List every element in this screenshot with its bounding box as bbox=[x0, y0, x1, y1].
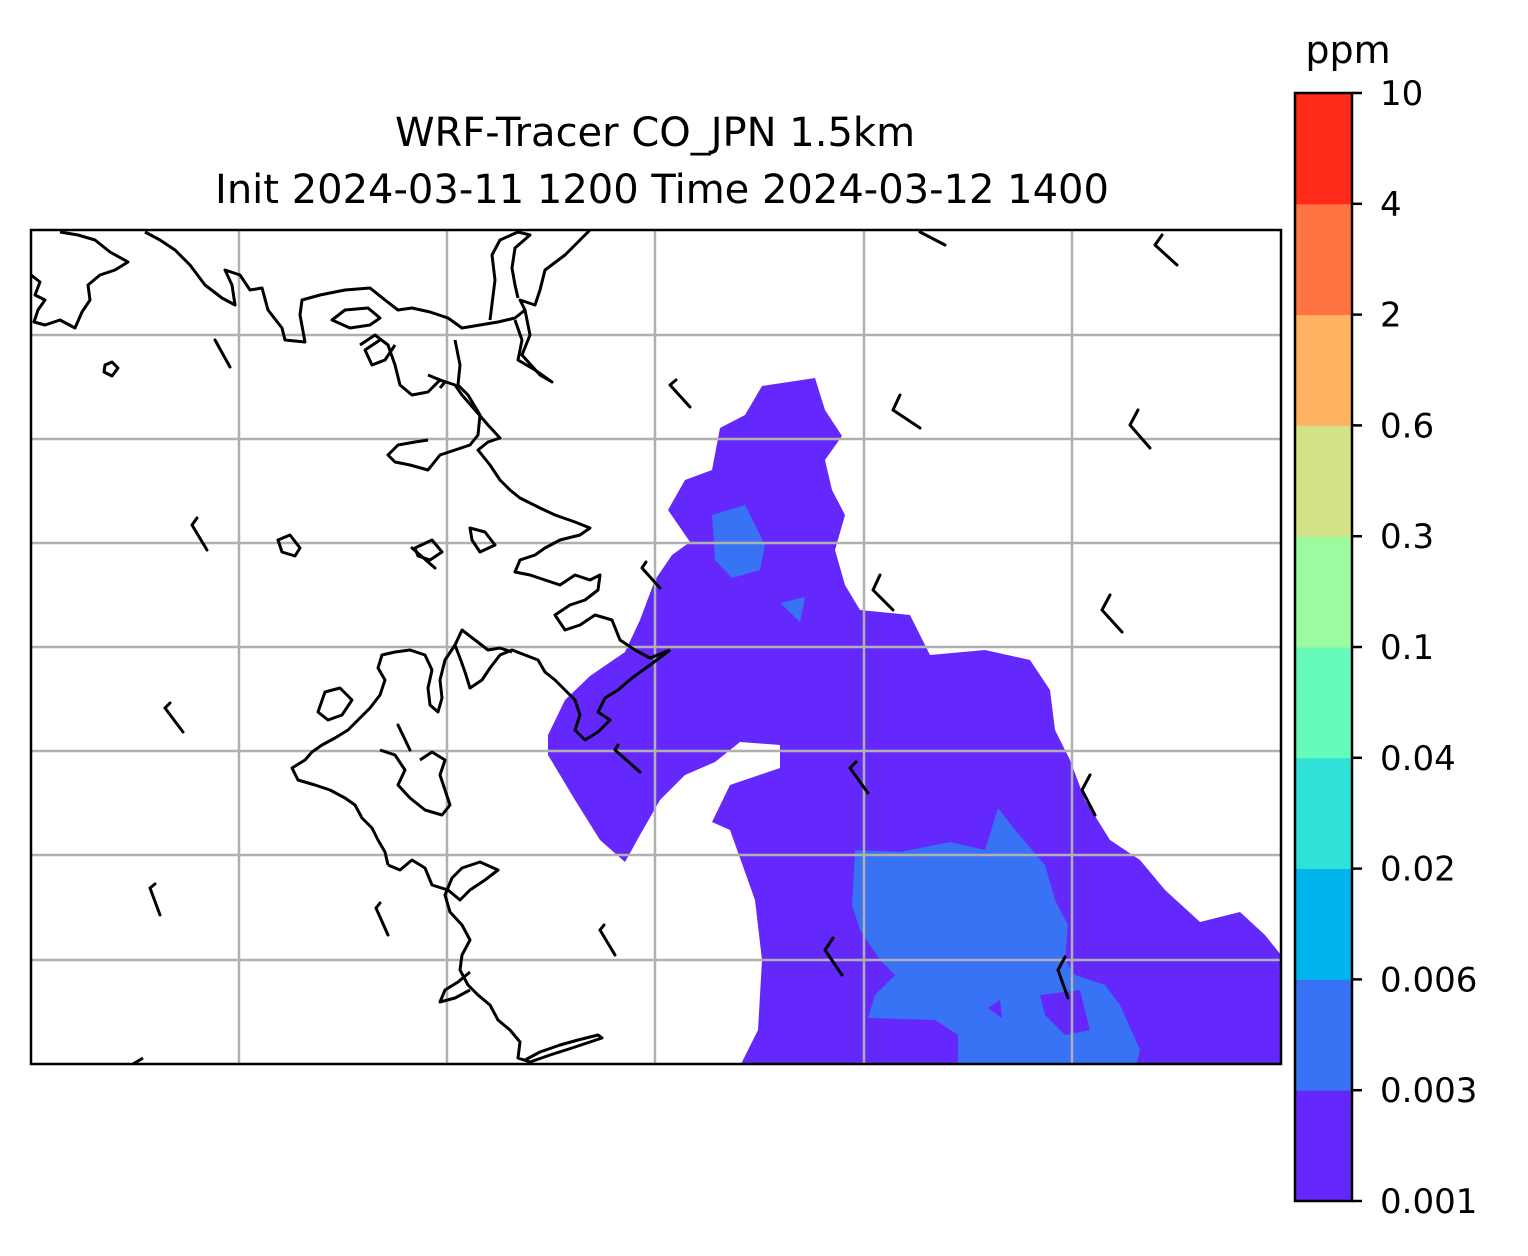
coastlines bbox=[31, 230, 671, 1064]
wind-barb bbox=[823, 936, 844, 977]
concentration-fill-mid-small bbox=[780, 597, 805, 622]
concentration-hole bbox=[1040, 990, 1090, 1035]
coastline-west-coast bbox=[379, 748, 452, 817]
wind-barb bbox=[1128, 408, 1152, 450]
colorbar-tick-label: 0.04 bbox=[1380, 739, 1456, 779]
coastline-inner bbox=[386, 339, 482, 472]
wind-barb bbox=[668, 378, 692, 409]
coastline-south-peninsula bbox=[387, 858, 604, 1064]
coastline-island-2 bbox=[330, 306, 382, 330]
coastline-north-2 bbox=[144, 230, 592, 344]
concentration-hole-small bbox=[988, 1000, 1002, 1018]
coastline-bay-2 bbox=[427, 373, 447, 389]
wind-barb bbox=[598, 923, 617, 957]
colorbar-ticks: 0.001 0.003 0.006 0.02 0.04 0.1 0.3 0.6 2 4 10 bbox=[1352, 74, 1477, 1222]
colorbar-tick-label: 0.006 bbox=[1380, 960, 1477, 1000]
map-area bbox=[29, 228, 1283, 1066]
colorbar-band bbox=[1295, 203, 1352, 316]
coastline-river bbox=[513, 309, 554, 384]
gridlines bbox=[31, 230, 1281, 1064]
coastline-north bbox=[31, 230, 130, 330]
title-line-1: WRF-Tracer CO_JPN 1.5km bbox=[395, 110, 915, 156]
colorbar-band bbox=[1295, 1090, 1352, 1202]
coastline-mid bbox=[453, 628, 671, 742]
wind-barb bbox=[848, 760, 870, 795]
colorbar-tick-label: 0.02 bbox=[1380, 850, 1456, 890]
coastline-islet-1 bbox=[102, 360, 120, 378]
colorbar: ppm 0.001 0.003 0.006 0.02 0.04 0.1 0.3 0.6 2 4 10 bbox=[1293, 28, 1477, 1222]
wind-barb bbox=[410, 546, 437, 570]
concentration-fill-mid-north bbox=[712, 505, 765, 578]
colorbar-tick-label: 0.6 bbox=[1380, 406, 1434, 446]
colorbar-band bbox=[1295, 536, 1352, 648]
coastline-islet-4 bbox=[468, 526, 497, 554]
wind-barb bbox=[918, 230, 947, 247]
wind-barb bbox=[871, 573, 895, 612]
colorbar-tick-label: 10 bbox=[1380, 74, 1423, 114]
coastline-islet-2 bbox=[276, 533, 302, 558]
wind-barb bbox=[1153, 233, 1179, 267]
wind-barbs bbox=[148, 230, 1179, 1000]
coastline-island-1 bbox=[488, 230, 532, 321]
colorbar-band bbox=[1295, 647, 1352, 759]
colorbar-tick-label: 0.3 bbox=[1380, 517, 1434, 557]
wind-barb bbox=[374, 901, 390, 937]
wind-barb bbox=[148, 882, 162, 917]
wind-barb bbox=[1100, 593, 1124, 634]
wind-barb bbox=[613, 743, 642, 774]
colorbar-tick-label: 0.003 bbox=[1380, 1071, 1477, 1111]
coastline-west-island bbox=[316, 686, 354, 722]
colorbar-tick-label: 4 bbox=[1380, 185, 1402, 225]
colorbar-band bbox=[1295, 93, 1352, 205]
colorbar-band bbox=[1295, 757, 1352, 870]
wind-barb bbox=[891, 393, 922, 430]
wind-barb bbox=[190, 516, 209, 552]
colorbar-band bbox=[1295, 314, 1352, 426]
coastline-south-bay bbox=[438, 970, 471, 1004]
title-line-2: Init 2024-03-11 1200 Time 2024-03-12 140… bbox=[215, 167, 1109, 213]
map-frame bbox=[29, 228, 1283, 1066]
colorbar-bands bbox=[1295, 93, 1352, 1202]
colorbar-tick-label: 0.1 bbox=[1380, 628, 1434, 668]
wind-barb bbox=[396, 723, 412, 752]
coastline-peninsula bbox=[359, 333, 671, 660]
colorbar-band bbox=[1295, 979, 1352, 1091]
colorbar-band bbox=[1295, 425, 1352, 537]
colorbar-unit: ppm bbox=[1305, 28, 1390, 72]
wind-barb bbox=[1056, 955, 1070, 1000]
wind-barb bbox=[1080, 773, 1097, 817]
colorbar-band bbox=[1295, 868, 1352, 980]
wind-barb bbox=[640, 560, 662, 590]
wind-barb bbox=[163, 701, 185, 734]
coastline-mid-2 bbox=[290, 644, 457, 866]
wind-barb bbox=[213, 338, 232, 369]
colorbar-tick-label: 2 bbox=[1380, 296, 1402, 336]
coastline-bay-inner bbox=[363, 338, 397, 367]
colorbar-tick-label: 0.001 bbox=[1380, 1182, 1477, 1222]
